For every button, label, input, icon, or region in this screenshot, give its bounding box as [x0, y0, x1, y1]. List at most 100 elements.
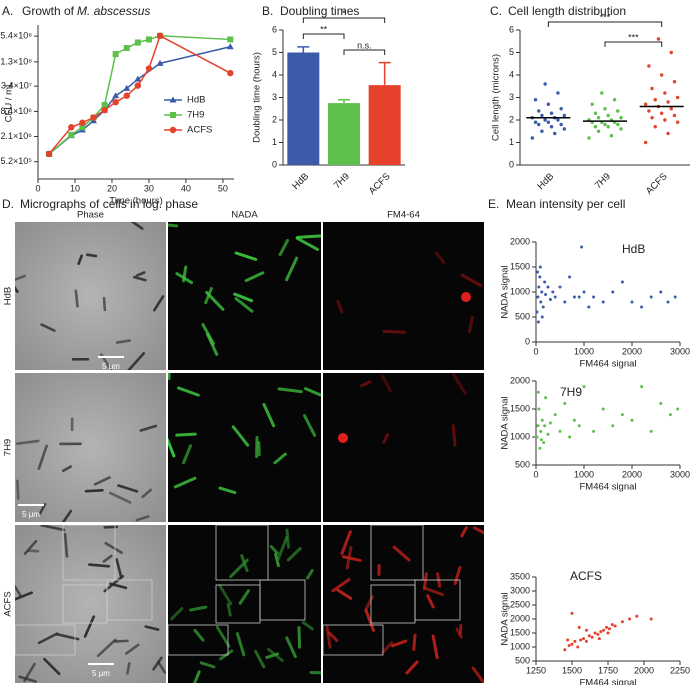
cell	[135, 271, 146, 277]
cell	[244, 271, 265, 283]
point	[548, 421, 552, 425]
cell	[201, 323, 215, 346]
y-tick-label: 4	[272, 69, 277, 79]
micrograph	[168, 373, 321, 522]
panel-inner-label: ACFS	[570, 569, 602, 583]
marker	[90, 114, 97, 121]
point	[580, 245, 584, 249]
point	[643, 102, 648, 106]
cell	[15, 585, 22, 597]
significance-bracket	[547, 21, 663, 27]
cell	[364, 608, 375, 632]
marker	[123, 84, 131, 91]
point	[607, 627, 611, 631]
point	[653, 125, 657, 129]
point	[538, 265, 542, 269]
marker	[170, 112, 176, 118]
cell	[472, 526, 484, 535]
point	[668, 413, 672, 417]
y-tick-label: 2	[272, 114, 277, 124]
point	[563, 401, 567, 405]
cell	[422, 572, 428, 591]
panel-inner-label: 7H9	[560, 385, 582, 399]
column-header: FM4-64	[387, 210, 420, 221]
micrograph-background	[323, 373, 484, 522]
point	[535, 435, 539, 439]
chart-title: Doubling times	[280, 4, 359, 18]
micrograph-background	[15, 222, 166, 370]
scale-bar-label: 5 μm	[92, 669, 110, 678]
cell	[23, 539, 38, 555]
point	[553, 413, 557, 417]
point	[568, 435, 572, 439]
y-tick-label: 0	[509, 159, 514, 169]
point	[666, 100, 670, 104]
cell	[235, 632, 246, 657]
cell	[471, 666, 484, 683]
micrograph-background	[168, 373, 321, 522]
point	[543, 424, 547, 428]
cell	[412, 633, 417, 651]
column-header: NADA	[231, 210, 258, 221]
x-axis-label: FM464 signal	[579, 482, 636, 493]
point	[579, 638, 583, 642]
cell	[16, 479, 20, 500]
cell	[231, 425, 250, 447]
point	[630, 300, 634, 304]
marker	[169, 96, 177, 103]
column-header: Phase	[77, 210, 104, 221]
cell	[405, 660, 419, 675]
point	[538, 446, 542, 450]
x-tick-label: 0	[533, 346, 538, 356]
y-axis-label: NADA signal	[500, 396, 511, 449]
marker	[145, 65, 153, 72]
cell	[341, 555, 362, 562]
y-tick-label: 3500	[510, 571, 530, 581]
x-tick-label: 40	[181, 183, 191, 193]
cell	[63, 532, 69, 558]
point	[596, 129, 601, 133]
cell	[285, 636, 297, 659]
cell	[451, 424, 457, 447]
point	[582, 637, 586, 641]
point	[663, 118, 667, 122]
point	[573, 639, 577, 643]
point	[650, 86, 654, 91]
cell	[458, 623, 463, 636]
inset-box	[370, 525, 424, 581]
cell	[215, 625, 231, 648]
point	[553, 295, 557, 299]
point	[606, 113, 610, 118]
inset-box	[215, 525, 269, 581]
cell	[306, 568, 314, 580]
point	[536, 295, 540, 299]
cell	[173, 476, 197, 489]
x-axis-label: FM464 signal	[579, 359, 636, 370]
x-tick-label: 2000	[634, 665, 654, 675]
micrograph	[323, 525, 484, 683]
point	[675, 95, 680, 100]
cell	[262, 402, 276, 428]
x-tick-label: HdB	[535, 171, 556, 192]
y-axis-label: NADA signal	[500, 265, 511, 318]
y-tick-label: 2	[509, 114, 514, 124]
point	[559, 122, 563, 127]
x-tick-label: 0	[533, 469, 538, 479]
y-tick-label: 3.4×10⁷	[1, 81, 32, 91]
panel-label: B.	[262, 4, 273, 18]
cell	[37, 444, 48, 470]
point	[597, 637, 601, 641]
cell	[234, 297, 254, 313]
y-tick-label: 1.3×10⁸	[0, 56, 32, 66]
y-tick-label: 5.2×10⁵	[0, 156, 32, 166]
point	[619, 116, 623, 120]
point	[539, 429, 543, 433]
marker	[123, 92, 130, 99]
cell	[141, 488, 152, 499]
y-tick-label: 500	[515, 655, 530, 665]
micrograph	[323, 373, 484, 522]
point	[537, 285, 541, 289]
point	[563, 300, 567, 304]
marker	[123, 45, 130, 52]
point	[669, 50, 673, 55]
